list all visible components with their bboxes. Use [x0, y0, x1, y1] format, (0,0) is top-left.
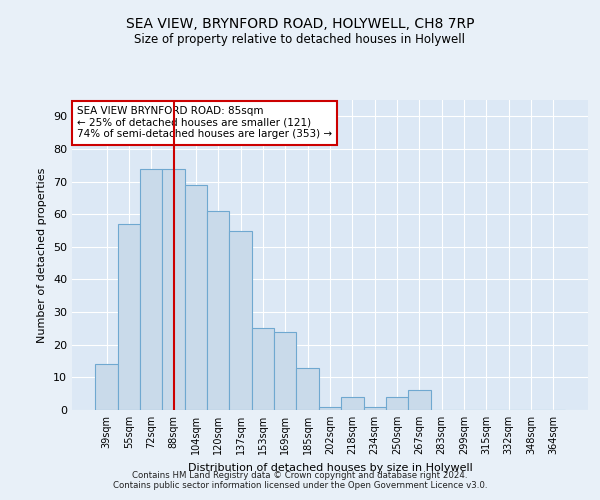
Bar — [386, 397, 408, 410]
Text: SEA VIEW BRYNFORD ROAD: 85sqm
← 25% of detached houses are smaller (121)
74% of : SEA VIEW BRYNFORD ROAD: 85sqm ← 25% of d… — [77, 106, 332, 140]
Y-axis label: Number of detached properties: Number of detached properties — [37, 168, 47, 342]
Bar — [185, 185, 207, 410]
Text: SEA VIEW, BRYNFORD ROAD, HOLYWELL, CH8 7RP: SEA VIEW, BRYNFORD ROAD, HOLYWELL, CH8 7… — [126, 18, 474, 32]
Bar — [207, 211, 229, 410]
Bar — [163, 168, 185, 410]
Bar — [408, 390, 431, 410]
Text: Size of property relative to detached houses in Holywell: Size of property relative to detached ho… — [134, 32, 466, 46]
Bar — [364, 406, 386, 410]
Bar — [95, 364, 118, 410]
Bar — [140, 168, 163, 410]
Bar — [319, 406, 341, 410]
Bar — [118, 224, 140, 410]
Bar — [296, 368, 319, 410]
Text: Contains HM Land Registry data © Crown copyright and database right 2024.
Contai: Contains HM Land Registry data © Crown c… — [113, 470, 487, 490]
Bar — [341, 397, 364, 410]
Bar — [252, 328, 274, 410]
Bar — [274, 332, 296, 410]
Bar — [229, 230, 252, 410]
X-axis label: Distribution of detached houses by size in Holywell: Distribution of detached houses by size … — [188, 462, 472, 472]
